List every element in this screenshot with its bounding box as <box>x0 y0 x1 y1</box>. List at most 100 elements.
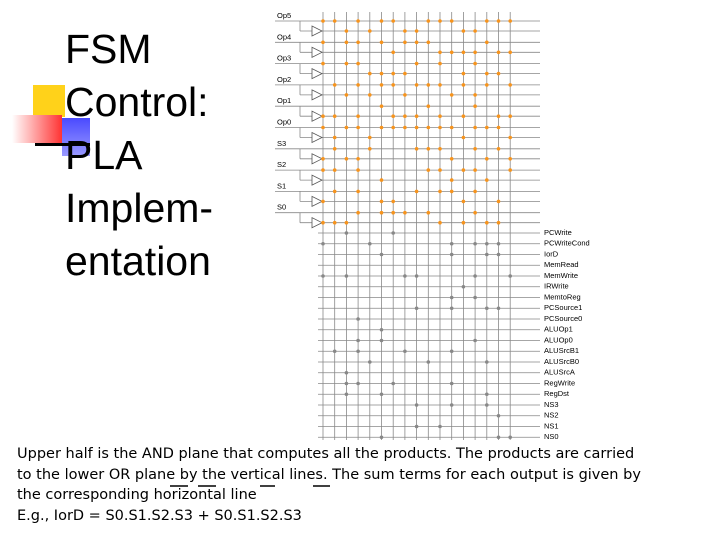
or-dot <box>449 349 454 354</box>
input-label: Op5 <box>277 11 291 20</box>
output-label: NS0 <box>544 432 559 441</box>
and-dot <box>321 114 325 118</box>
and-dot <box>379 199 384 204</box>
and-dot <box>438 61 442 66</box>
and-dot <box>344 125 349 130</box>
and-dot <box>473 125 477 130</box>
output-label: ALUSrcB0 <box>544 357 579 366</box>
and-dot <box>321 157 325 161</box>
and-dot <box>461 199 466 204</box>
or-dot <box>508 274 512 278</box>
and-dot <box>356 83 360 87</box>
and-dot <box>461 29 466 33</box>
or-dot <box>496 241 501 246</box>
and-dot <box>403 210 407 215</box>
and-dot <box>332 220 337 225</box>
or-dot <box>508 435 512 440</box>
title-line: Implem- <box>65 185 214 231</box>
or-dot <box>321 274 325 278</box>
and-dot <box>414 114 419 118</box>
and-dot <box>496 220 501 225</box>
and-dot <box>379 83 384 87</box>
and-dot <box>391 125 396 130</box>
and-dot <box>332 189 337 194</box>
and-dot <box>332 114 337 118</box>
and-dot <box>321 199 325 204</box>
and-dot <box>332 19 337 23</box>
and-dot <box>321 125 325 130</box>
or-dot <box>403 349 407 354</box>
or-dot <box>414 274 419 278</box>
caption-line: Upper half is the AND plane that compute… <box>17 446 635 462</box>
and-dot <box>414 189 419 194</box>
and-dot <box>485 71 489 76</box>
or-dot <box>473 295 477 300</box>
or-dot <box>473 338 477 343</box>
output-label: RegDst <box>544 389 570 398</box>
or-dot <box>344 274 349 278</box>
and-dot <box>508 19 512 23</box>
and-dot <box>473 210 477 215</box>
and-dot <box>414 147 419 151</box>
output-label: ALUOp1 <box>544 325 573 334</box>
or-dot <box>344 370 349 375</box>
and-dot <box>403 93 407 97</box>
output-label: IorD <box>544 249 559 258</box>
and-dot <box>508 168 512 172</box>
or-dot <box>485 252 489 257</box>
decor-blue <box>62 118 90 156</box>
and-dot <box>508 50 512 55</box>
and-dot <box>414 125 419 130</box>
or-dot <box>379 338 384 343</box>
caption-line: the corresponding horizontal line <box>17 487 257 503</box>
and-dot <box>426 83 431 87</box>
and-dot <box>356 210 360 215</box>
and-dot <box>426 104 431 108</box>
or-dot <box>485 241 489 246</box>
or-dot <box>496 306 501 311</box>
and-dot <box>414 61 419 66</box>
input-label: S3 <box>277 139 286 148</box>
and-dot <box>368 93 372 97</box>
decor-bar <box>35 143 90 146</box>
inverter <box>311 153 323 165</box>
and-dot <box>321 168 325 172</box>
and-dot <box>332 147 337 151</box>
and-dot <box>473 168 477 172</box>
and-dot <box>496 114 501 118</box>
and-dot <box>449 189 454 194</box>
and-dot <box>379 210 384 215</box>
and-dot <box>438 114 442 118</box>
and-dot <box>449 93 454 97</box>
and-dot <box>379 125 384 130</box>
and-dot <box>356 19 360 23</box>
and-dot <box>379 178 384 182</box>
inverter <box>311 46 323 58</box>
or-dot <box>344 231 349 235</box>
or-dot <box>496 413 501 418</box>
and-dot <box>391 199 396 204</box>
and-dot <box>496 71 501 76</box>
or-dot <box>368 241 372 246</box>
input-label: Op2 <box>277 75 291 84</box>
and-dot <box>473 147 477 151</box>
and-dot <box>368 29 372 33</box>
or-dot <box>496 252 501 257</box>
and-dot <box>321 19 325 23</box>
or-dot <box>356 317 360 321</box>
output-label: ALUSrcA <box>544 368 575 377</box>
and-dot <box>321 220 325 225</box>
or-dot <box>449 252 454 257</box>
output-label: NS3 <box>544 400 559 409</box>
and-dot <box>403 125 407 130</box>
and-dot <box>403 114 407 118</box>
and-dot <box>391 19 396 23</box>
or-dot <box>356 381 360 386</box>
or-dot <box>414 424 419 429</box>
or-dot <box>344 381 349 386</box>
or-dot <box>356 338 360 343</box>
and-dot <box>508 135 512 140</box>
and-dot <box>449 50 454 55</box>
inverter <box>311 174 323 186</box>
input-label: S0 <box>277 203 286 212</box>
